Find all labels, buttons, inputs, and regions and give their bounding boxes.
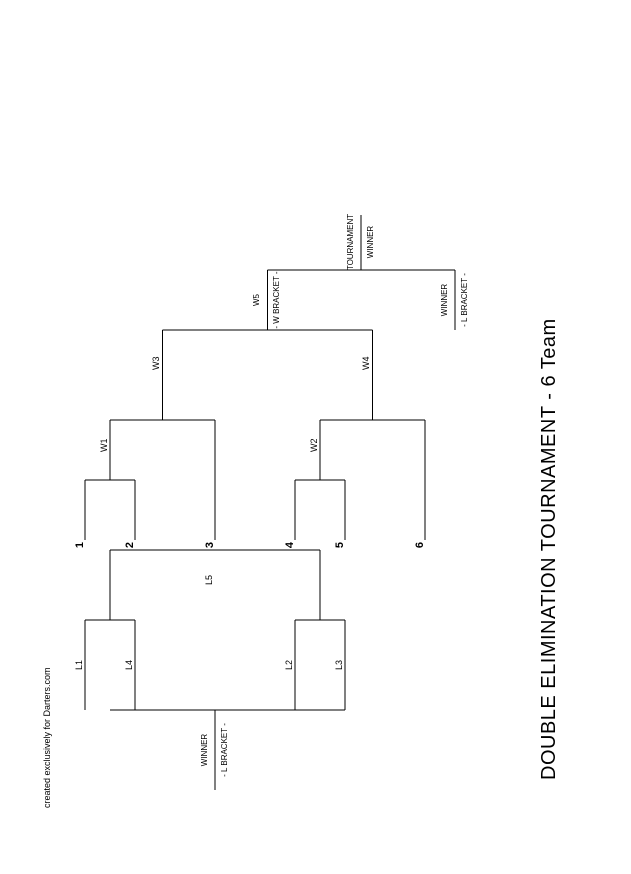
match-l2: L2 [284, 660, 294, 670]
w5-caption-a: W5 [252, 293, 261, 306]
champion-caption-a: TOURNAMENT [346, 214, 355, 270]
page-title: DOUBLE ELIMINATION TOURNAMENT - 6 Team [538, 318, 560, 780]
match-l4: L4 [124, 660, 134, 670]
match-l3: L3 [334, 660, 344, 670]
seed-1: 1 [74, 542, 86, 548]
seed-5: 5 [334, 542, 346, 548]
seed-6: 6 [414, 542, 426, 548]
grand-final [268, 215, 456, 330]
seed-2: 2 [124, 542, 136, 548]
match-w1: W1 [99, 439, 109, 453]
bracket-svg: DOUBLE ELIMINATION TOURNAMENT - 6 Team [0, 0, 631, 869]
match-l1: L1 [74, 660, 84, 670]
seed-4: 4 [284, 541, 296, 548]
match-w2: W2 [309, 439, 319, 453]
match-w4: W4 [361, 357, 371, 371]
match-w3: W3 [151, 357, 161, 371]
losers-upper [85, 550, 135, 710]
lb-caption-b: - L BRACKET - [460, 273, 469, 327]
match-l5: L5 [204, 575, 214, 585]
champion-caption-b: WINNER [366, 226, 375, 259]
winners-upper [85, 330, 215, 540]
winners-lower [295, 330, 425, 540]
footer-credit: created exclusively for Darters.com [42, 667, 52, 808]
w5-caption-b: - W BRACKET - [272, 271, 281, 329]
losers-lower [295, 550, 345, 710]
seed-3: 3 [204, 542, 216, 548]
bracket-canvas: DOUBLE ELIMINATION TOURNAMENT - 6 Team [0, 0, 631, 869]
winners-semifinal-join [163, 270, 373, 330]
lb-caption-a: WINNER [440, 284, 449, 317]
lb-slot-caption-a: WINNER [200, 734, 209, 767]
lb-slot-caption-b: - L BRACKET - [220, 723, 229, 777]
